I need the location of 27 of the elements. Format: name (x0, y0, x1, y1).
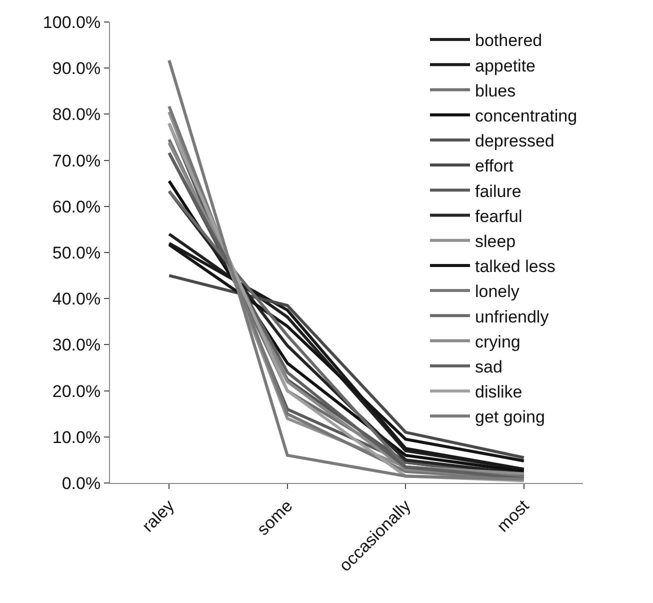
legend-label: talked less (475, 257, 556, 276)
legend-label: unfriendly (475, 307, 550, 326)
legend-label: effort (475, 156, 514, 176)
legend-label: blues (475, 81, 516, 100)
y-tick-label: 90.0% (52, 59, 101, 78)
y-tick-label: 10.0% (52, 428, 101, 447)
legend-label: bothered (475, 31, 542, 50)
y-tick-label: 20.0% (52, 382, 101, 401)
legend-label: appetite (475, 56, 536, 76)
legend-label: crying (475, 332, 520, 352)
legend-label: lonely (475, 282, 520, 302)
y-tick-label: 30.0% (52, 336, 101, 355)
y-tick-label: 100.0% (42, 12, 101, 32)
legend-label: get going (475, 408, 545, 427)
y-tick-label: 40.0% (52, 290, 101, 309)
legend-label: sad (475, 357, 502, 376)
y-tick-label: 0.0% (62, 474, 101, 493)
y-tick-label: 80.0% (52, 105, 101, 124)
y-tick-label: 70.0% (52, 151, 101, 170)
legend-label: depressed (475, 132, 554, 151)
legend-label: sleep (475, 232, 516, 251)
legend-label: fearful (475, 206, 522, 226)
y-tick-label: 60.0% (52, 197, 101, 216)
y-tick-label: 50.0% (52, 243, 101, 262)
legend-label: dislike (475, 382, 522, 402)
legend-label: failure (475, 182, 522, 201)
legend-label: concentrating (475, 106, 578, 126)
